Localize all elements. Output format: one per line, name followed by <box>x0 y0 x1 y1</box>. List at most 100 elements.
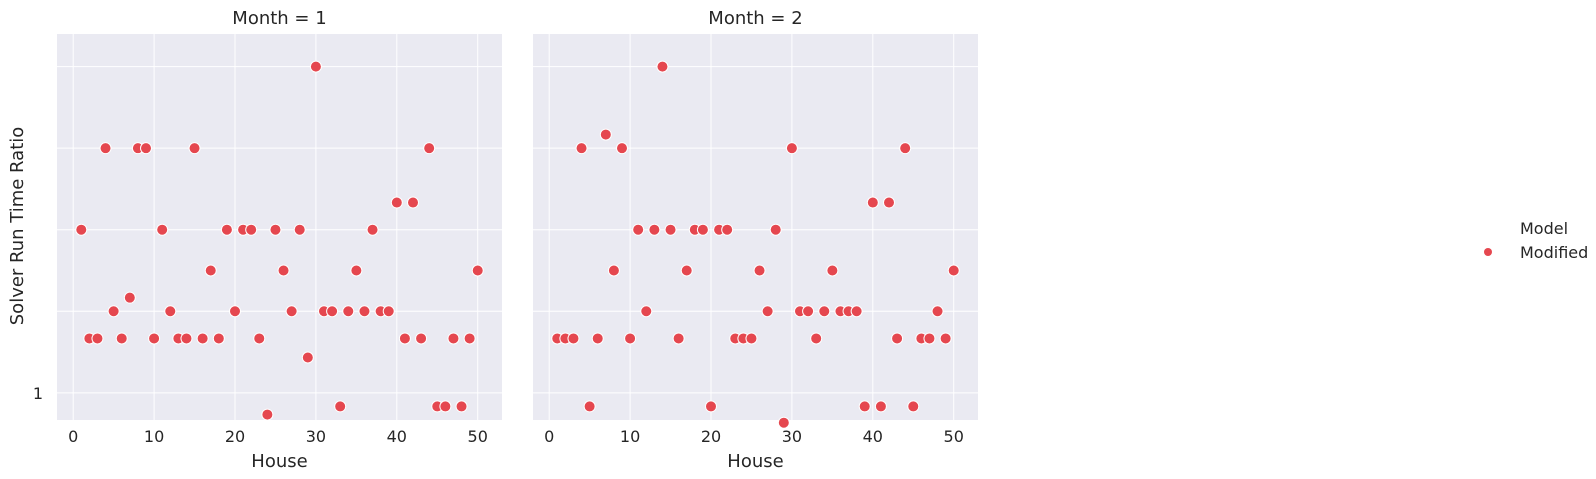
data-point <box>761 305 774 318</box>
data-point <box>939 332 952 345</box>
data-point <box>245 223 258 236</box>
data-point <box>220 223 233 236</box>
data-point <box>107 305 120 318</box>
data-point <box>285 305 298 318</box>
data-point <box>705 400 717 413</box>
data-point <box>850 305 863 318</box>
panel-title: Month = 2 <box>708 8 802 29</box>
data-point <box>382 305 395 318</box>
data-point <box>664 223 677 236</box>
data-point <box>785 142 798 155</box>
x-tick-label: 30 <box>782 427 802 446</box>
x-tick-label: 50 <box>468 427 488 446</box>
data-point <box>696 223 709 236</box>
data-point <box>261 408 274 421</box>
data-point <box>866 196 879 209</box>
data-point <box>607 264 620 277</box>
data-point <box>148 332 161 345</box>
x-axis-label: House <box>251 451 307 472</box>
data-point <box>196 332 209 345</box>
facet-panel-2: Month = 2 0 10 20 30 40 50 House <box>533 8 978 472</box>
data-point <box>188 142 201 155</box>
legend-marker-modified <box>1484 248 1492 256</box>
panel-background <box>533 34 978 420</box>
x-tick-label: 10 <box>620 427 640 446</box>
data-point <box>656 60 669 73</box>
data-point <box>753 264 766 277</box>
data-point <box>293 223 306 236</box>
data-point <box>212 332 225 345</box>
data-point <box>583 400 596 413</box>
data-point <box>455 400 468 413</box>
y-tick-label: 1 <box>33 384 43 403</box>
data-point <box>326 305 339 318</box>
data-point <box>99 142 112 155</box>
data-point <box>342 305 355 318</box>
data-point <box>439 400 452 413</box>
data-point <box>818 305 831 318</box>
data-point <box>672 332 685 345</box>
data-point <box>277 264 290 277</box>
data-point <box>826 264 839 277</box>
data-point <box>648 223 661 236</box>
data-point <box>269 223 282 236</box>
x-axis-label: House <box>727 451 783 472</box>
data-point <box>407 196 419 209</box>
x-tick-label: 20 <box>701 427 721 446</box>
data-point <box>907 400 920 413</box>
data-point <box>115 332 128 345</box>
data-point <box>632 223 645 236</box>
x-tick-label: 40 <box>387 427 407 446</box>
x-tick-label: 0 <box>68 427 78 446</box>
data-point <box>366 223 379 236</box>
x-tick-label: 40 <box>863 427 883 446</box>
x-tick-label: 20 <box>225 427 245 446</box>
data-point <box>123 291 136 304</box>
x-tick-label: 50 <box>944 427 964 446</box>
data-point <box>309 60 322 73</box>
data-point <box>398 332 411 345</box>
data-point <box>390 196 403 209</box>
data-point <box>156 223 169 236</box>
x-tick-label: 0 <box>544 427 554 446</box>
data-point <box>858 400 871 413</box>
data-point <box>810 332 823 345</box>
data-point <box>891 332 904 345</box>
data-point <box>599 128 612 141</box>
data-point <box>567 332 580 345</box>
legend-title: Model <box>1520 219 1568 238</box>
legend-label-modified: Modified <box>1520 243 1588 262</box>
y-axis-label: Solver Run Time Ratio <box>7 127 28 326</box>
data-point <box>334 400 347 413</box>
data-point <box>591 332 604 345</box>
data-point <box>923 332 936 345</box>
data-point <box>463 332 476 345</box>
data-point <box>423 142 436 155</box>
data-point <box>931 305 944 318</box>
x-tick-label: 30 <box>306 427 326 446</box>
data-point <box>140 142 152 155</box>
data-point <box>358 305 371 318</box>
data-point <box>745 332 758 345</box>
data-point <box>721 223 734 236</box>
data-point <box>204 264 217 277</box>
data-point <box>471 264 484 277</box>
x-tick-label: 10 <box>144 427 164 446</box>
data-point <box>802 305 815 318</box>
data-point <box>75 223 88 236</box>
data-point <box>947 264 960 277</box>
facet-panel-1: Month = 1 0 10 20 30 40 50 House 1 <box>33 8 502 472</box>
data-point <box>616 142 628 155</box>
data-point <box>301 351 314 364</box>
data-point <box>575 142 588 155</box>
data-point <box>91 332 104 345</box>
data-point <box>253 332 266 345</box>
data-point <box>874 400 887 413</box>
panel-title: Month = 1 <box>232 8 326 29</box>
data-point <box>164 305 177 318</box>
data-point <box>899 142 912 155</box>
data-point <box>680 264 693 277</box>
data-point <box>640 305 653 318</box>
data-point <box>883 196 895 209</box>
